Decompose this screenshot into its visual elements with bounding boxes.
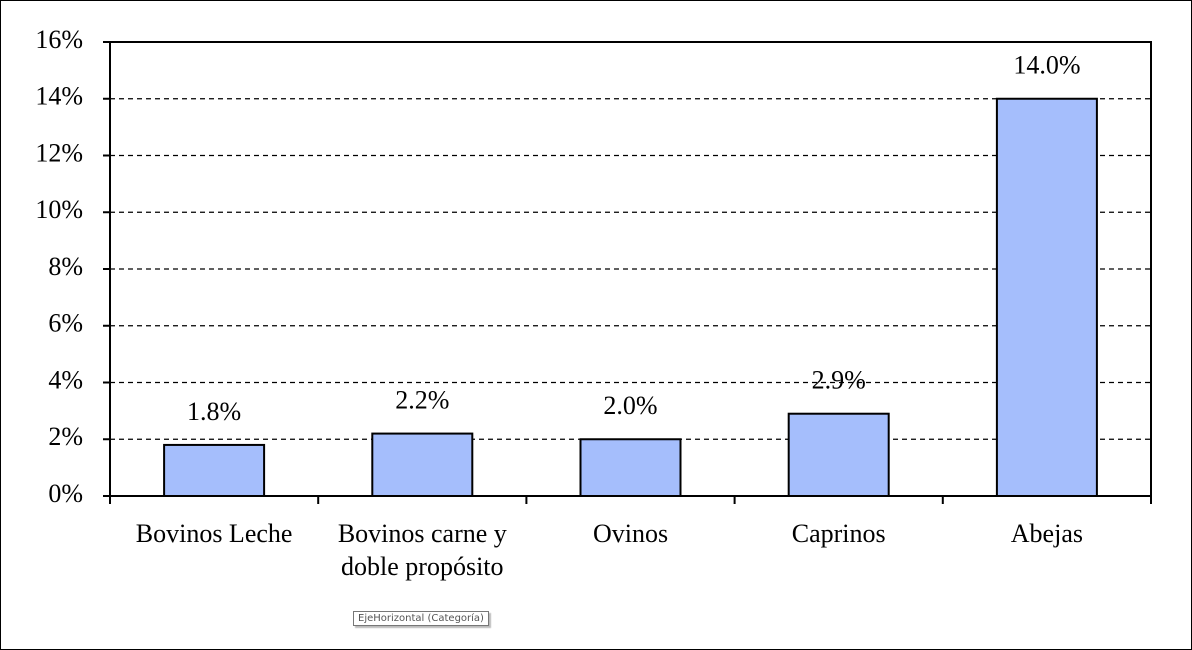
y-tick-label: 14% (35, 82, 83, 111)
y-tick-label: 10% (35, 195, 83, 224)
y-tick-label: 16% (35, 25, 83, 54)
y-tick-label: 8% (48, 252, 83, 281)
bar (371, 432, 474, 498)
y-tick-label: 12% (35, 138, 83, 167)
bar (163, 443, 266, 497)
value-label: 14.0% (1013, 51, 1080, 80)
bar (995, 97, 1098, 497)
x-tick-label: Abejas (1010, 519, 1083, 548)
x-tick-label: Bovinos Leche (135, 519, 293, 548)
value-label: 2.2% (395, 386, 449, 415)
y-tick-label: 4% (48, 365, 83, 394)
x-tick-label: Bovinos carne y doble propósito (337, 519, 507, 581)
value-label: 2.9% (812, 366, 866, 395)
value-label: 1.8% (187, 397, 241, 426)
y-tick-label: 6% (48, 309, 83, 338)
x-tick-label: Caprinos (791, 519, 886, 548)
y-tick-label: 2% (48, 422, 83, 451)
x-tick-label: Ovinos (592, 519, 669, 548)
bar (579, 438, 682, 497)
y-tick-label: 0% (48, 479, 83, 508)
value-label: 2.0% (603, 391, 657, 420)
tooltip: EjeHorizontal (Categoría) (353, 611, 489, 626)
bar (787, 412, 890, 497)
